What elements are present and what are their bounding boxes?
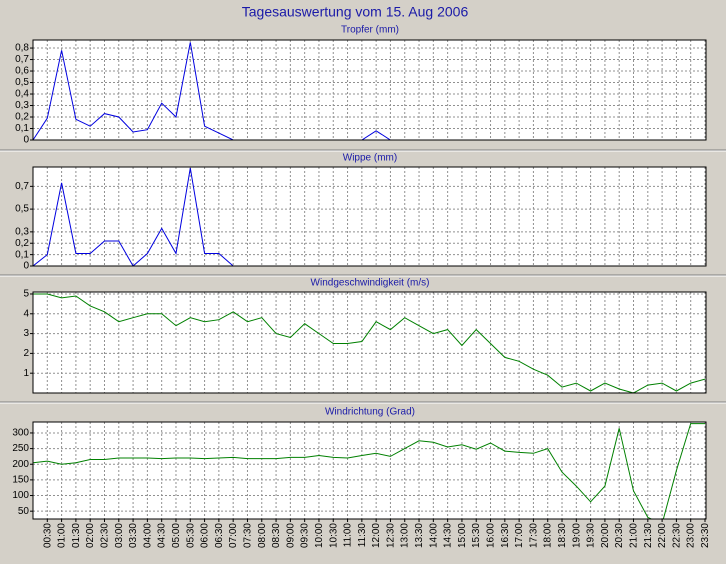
y-tick-label: 1 <box>23 368 29 379</box>
x-tick-label: 18:30 <box>557 523 568 548</box>
x-tick-label: 19:30 <box>586 523 597 548</box>
x-tick-label: 09:00 <box>285 523 296 548</box>
y-tick-label: 0,7 <box>15 181 29 192</box>
y-tick-label: 200 <box>12 459 29 470</box>
data-line <box>33 423 705 519</box>
y-tick-label: 4 <box>23 308 29 319</box>
plot-area <box>33 292 706 393</box>
y-tick-label: 50 <box>18 506 30 517</box>
x-tick-label: 10:30 <box>328 523 339 548</box>
x-tick-label: 03:00 <box>114 523 125 548</box>
x-tick-label: 23:00 <box>686 523 697 548</box>
x-tick-label: 12:00 <box>371 523 382 548</box>
chart-title: Tagesauswertung vom 15. Aug 2006 <box>242 4 469 20</box>
x-tick-label: 23:30 <box>700 523 711 548</box>
x-tick-label: 01:30 <box>71 523 82 548</box>
data-line <box>33 168 234 266</box>
y-tick-label: 0,7 <box>15 54 29 65</box>
plot-area <box>33 40 706 140</box>
y-tick-label: 2 <box>23 348 29 359</box>
y-tick-label: 0,1 <box>15 123 29 134</box>
x-tick-label: 13:30 <box>414 523 425 548</box>
y-tick-label: 300 <box>12 428 29 439</box>
x-tick-label: 02:30 <box>99 523 110 548</box>
x-tick-label: 05:00 <box>171 523 182 548</box>
x-tick-label: 05:30 <box>185 523 196 548</box>
x-tick-label: 16:30 <box>500 523 511 548</box>
x-tick-label: 14:00 <box>428 523 439 548</box>
y-tick-label: 0,3 <box>15 227 29 238</box>
x-tick-label: 15:00 <box>457 523 468 548</box>
y-tick-label: 0 <box>23 135 29 146</box>
x-tick-label: 12:30 <box>385 523 396 548</box>
plot-area <box>33 167 706 266</box>
plot-border <box>32 39 707 141</box>
x-tick-label: 03:30 <box>128 523 139 548</box>
data-line <box>33 42 391 140</box>
plot-area <box>33 422 706 519</box>
x-tick-label: 16:00 <box>486 523 497 548</box>
x-tick-label: 09:30 <box>300 523 311 548</box>
x-tick-label: 22:00 <box>657 523 668 548</box>
y-tick-label: 250 <box>12 443 29 454</box>
x-tick-label: 15:30 <box>471 523 482 548</box>
panel-title: Wippe (mm) <box>343 153 397 164</box>
x-tick-label: 20:30 <box>614 523 625 548</box>
y-tick-label: 0,2 <box>15 238 29 249</box>
x-tick-label: 20:00 <box>600 523 611 548</box>
x-tick-label: 02:00 <box>85 523 96 548</box>
x-tick-label: 07:00 <box>228 523 239 548</box>
x-tick-label: 08:30 <box>271 523 282 548</box>
plot-border <box>32 166 707 267</box>
plot-border <box>32 421 707 520</box>
y-tick-label: 0,5 <box>15 204 29 215</box>
plot-border <box>32 291 707 394</box>
x-tick-label: 17:00 <box>514 523 525 548</box>
y-tick-label: 5 <box>23 289 29 300</box>
y-tick-label: 150 <box>12 475 29 486</box>
y-tick-label: 0,6 <box>15 66 29 77</box>
x-tick-label: 01:00 <box>57 523 68 548</box>
x-tick-label: 11:00 <box>343 523 354 548</box>
x-tick-label: 21:00 <box>629 523 640 548</box>
x-tick-label: 11:30 <box>357 523 368 548</box>
x-tick-label: 22:30 <box>671 523 682 548</box>
x-tick-label: 06:30 <box>214 523 225 548</box>
x-tick-label: 14:30 <box>443 523 454 548</box>
x-tick-label: 04:00 <box>142 523 153 548</box>
x-tick-label: 18:00 <box>543 523 554 548</box>
y-tick-label: 0,5 <box>15 77 29 88</box>
y-tick-label: 0,3 <box>15 100 29 111</box>
x-tick-label: 04:30 <box>157 523 168 548</box>
x-tick-label: 10:00 <box>314 523 325 548</box>
y-tick-label: 100 <box>12 490 29 501</box>
y-tick-label: 3 <box>23 328 29 339</box>
y-tick-label: 0,8 <box>15 43 29 54</box>
x-tick-label: 08:00 <box>257 523 268 548</box>
y-tick-label: 0,4 <box>15 89 29 100</box>
panel-title: Windrichtung (Grad) <box>325 407 415 418</box>
panel-title: Windgeschwindigkeit (m/s) <box>311 278 430 289</box>
y-tick-label: 0,1 <box>15 249 29 260</box>
y-tick-label: 0 <box>23 261 29 272</box>
x-tick-label: 07:30 <box>242 523 253 548</box>
x-tick-label: 17:30 <box>528 523 539 548</box>
x-tick-label: 00:30 <box>42 523 53 548</box>
x-tick-label: 21:30 <box>643 523 654 548</box>
data-line <box>33 293 706 393</box>
panel-title: Tropfer (mm) <box>341 25 399 36</box>
y-tick-label: 0,2 <box>15 112 29 123</box>
x-tick-label: 19:00 <box>571 523 582 548</box>
x-tick-label: 13:00 <box>400 523 411 548</box>
x-tick-label: 06:00 <box>200 523 211 548</box>
